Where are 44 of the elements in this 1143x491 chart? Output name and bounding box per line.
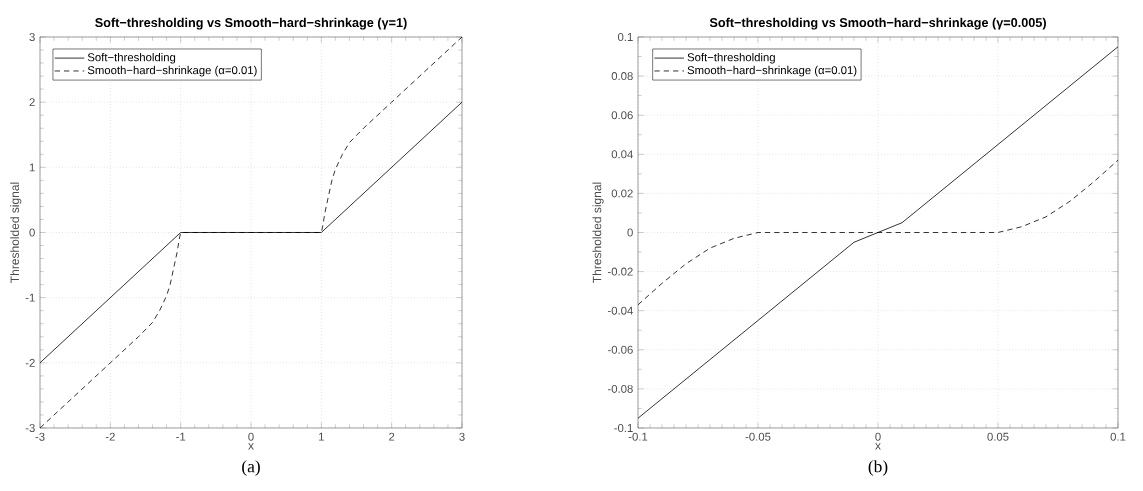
y-tick-label: -0.1	[614, 423, 633, 432]
text: (a)	[242, 460, 260, 476]
y-tick-label: 1	[29, 163, 35, 172]
y-tick-label: -0.04	[607, 306, 633, 315]
line-series	[638, 46, 1118, 419]
y-axis-title: Thresholded signal	[592, 182, 604, 283]
legend-label: Soft−thresholding	[87, 52, 176, 64]
x-tick-label: 0.05	[987, 432, 1009, 441]
y-axis-title: Thresholded signal	[10, 182, 22, 283]
y-tick-label: 0.04	[611, 150, 633, 159]
y-tick-label: -1	[25, 293, 35, 302]
y-tick-label: 0	[627, 228, 633, 237]
x-tick-label: 3	[459, 432, 465, 441]
x-tick-label: 0.1	[1110, 432, 1126, 441]
y-tick-label: -0.02	[607, 267, 633, 276]
y-tick-label: 2	[29, 98, 35, 107]
y-tick-label: -0.08	[607, 384, 633, 393]
y-tick-label: 0.06	[611, 111, 633, 120]
x-tick-label: 2	[389, 432, 395, 441]
x-tick-label: 1	[319, 432, 324, 441]
text: (b)	[868, 460, 888, 476]
x-tick-label: -0.05	[745, 432, 771, 441]
y-tick-label: -0.06	[607, 345, 633, 354]
x-tick-label: 0	[248, 432, 254, 441]
line-series	[40, 37, 462, 428]
x-axis-title: x	[248, 443, 254, 450]
x-tick-label: -3	[35, 432, 45, 441]
x-tick-label: -2	[105, 432, 115, 441]
x-axis-title: x	[875, 443, 881, 450]
chart-title: Soft−thresholding vs Smooth−hard−shrinkage (γ=0.005)	[709, 17, 1046, 30]
y-tick-label: 3	[29, 32, 35, 41]
x-tick-label: -0.1	[628, 432, 648, 441]
y-tick-label: 0.1	[617, 32, 633, 41]
legend-label: Soft−thresholding	[687, 52, 775, 64]
chart-title: Soft−thresholding vs Smooth−hard−shrinkage (γ=1)	[95, 17, 407, 30]
x-tick-label: -1	[176, 432, 186, 441]
y-tick-label: 0.08	[611, 72, 633, 81]
x-tick-label: 0	[875, 432, 881, 441]
legend-label: Smooth−hard−shrinkage (α=0.01)	[87, 65, 257, 77]
y-tick-label: -3	[25, 423, 35, 432]
legend-label: Smooth−hard−shrinkage (α=0.01)	[687, 65, 857, 77]
y-tick-label: 0.02	[611, 189, 633, 198]
y-tick-label: 0	[29, 228, 35, 237]
y-tick-label: -2	[25, 358, 35, 367]
